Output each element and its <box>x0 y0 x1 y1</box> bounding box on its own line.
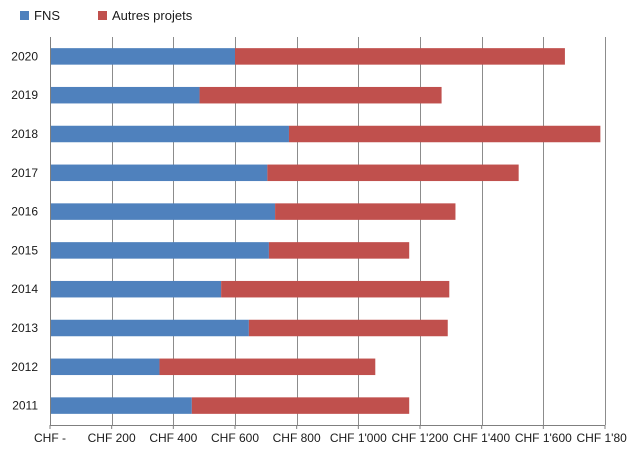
bar-fns <box>50 358 160 376</box>
x-tick-label: CHF 1'000 <box>330 431 387 445</box>
bar-fns <box>50 203 276 220</box>
x-tick-label: CHF - <box>34 431 66 445</box>
legend-swatch-autres-projets <box>98 11 107 20</box>
legend-item-fns: FNS <box>20 8 60 23</box>
x-tick-label: CHF 1'200 <box>392 431 449 445</box>
y-tick-label: 2015 <box>11 243 38 257</box>
x-tick-label: CHF 400 <box>149 431 197 445</box>
bar-autres-projets <box>159 358 376 376</box>
bar-autres-projets <box>267 164 519 182</box>
bar-autres-projets <box>235 48 565 65</box>
y-tick-label: 2011 <box>12 399 38 413</box>
y-tick-label: 2018 <box>11 127 38 141</box>
bar-fns <box>50 125 289 143</box>
bar-autres-projets <box>199 86 442 104</box>
y-tick-label: 2016 <box>11 205 38 219</box>
bar-autres-projets <box>288 125 601 143</box>
x-tick-label: CHF 1'400 <box>453 431 510 445</box>
y-tick-label: 2020 <box>11 49 38 63</box>
bar-fns <box>50 319 249 337</box>
y-tick-label: 2013 <box>11 321 38 335</box>
bar-autres-projets <box>221 280 450 298</box>
x-tick-label: CHF 200 <box>88 431 136 445</box>
x-tick-label: CHF 600 <box>211 431 259 445</box>
legend-item-autres-projets: Autres projets <box>98 8 192 23</box>
bar-fns <box>50 397 192 414</box>
bar-autres-projets <box>275 203 456 220</box>
y-tick-label: 2014 <box>11 282 38 296</box>
bar-autres-projets <box>248 319 448 337</box>
y-tick-label: 2017 <box>11 166 38 180</box>
legend-label-autres-projets: Autres projets <box>112 8 193 23</box>
bar-autres-projets <box>268 242 410 259</box>
y-tick-label: 2019 <box>11 88 38 102</box>
bar-autres-projets <box>191 397 410 414</box>
x-tick-label: CHF 1'800 <box>577 431 627 445</box>
bar-fns <box>50 280 222 298</box>
chart-legend: FNS Autres projets <box>20 8 230 23</box>
x-tick-label: CHF 1'600 <box>515 431 572 445</box>
legend-label-fns: FNS <box>34 8 60 23</box>
legend-swatch-fns <box>20 11 29 20</box>
bar-fns <box>50 242 269 259</box>
x-tick-label: CHF 800 <box>273 431 321 445</box>
y-tick-label: 2012 <box>11 360 38 374</box>
bar-fns <box>50 86 200 104</box>
bar-fns <box>50 164 268 182</box>
bar-fns <box>50 48 235 65</box>
